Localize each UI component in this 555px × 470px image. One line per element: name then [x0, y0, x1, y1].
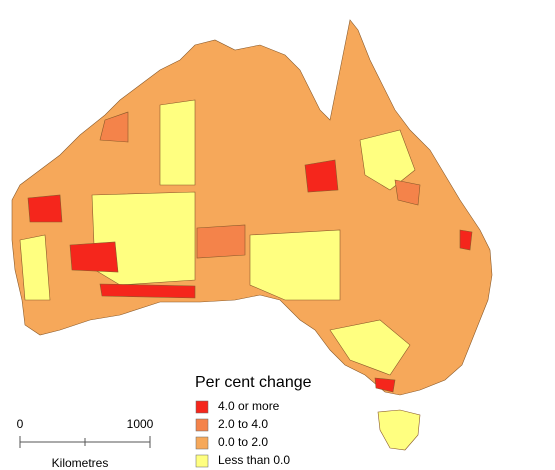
region	[394, 179, 421, 206]
scale-label: 0	[17, 417, 24, 431]
region	[69, 241, 119, 273]
mainland	[11, 19, 493, 396]
scale-label: 1000	[127, 417, 154, 431]
legend-swatch	[195, 436, 209, 450]
legend-label: 2.0 to 4.0	[218, 417, 268, 431]
legend-label: 4.0 or more	[218, 399, 280, 413]
legend-swatch	[195, 400, 209, 414]
scale-bar: 0 1000 Kilometres	[17, 417, 154, 470]
region	[459, 229, 473, 251]
region	[249, 229, 341, 301]
region	[99, 111, 129, 143]
region	[304, 159, 339, 193]
region	[329, 319, 411, 376]
legend: Per cent change 4.0 or more 2.0 to 4.0 0.0…	[195, 374, 312, 468]
legend-swatch	[195, 418, 209, 432]
legend-label: Less than 0.0	[218, 453, 290, 467]
region	[99, 283, 196, 299]
region	[159, 99, 196, 186]
legend-label: 0.0 to 2.0	[218, 435, 268, 449]
region	[374, 377, 396, 393]
tasmania	[377, 409, 421, 451]
region	[27, 194, 63, 223]
legend-title: Per cent change	[195, 374, 312, 391]
legend-swatch	[195, 454, 209, 468]
region	[19, 234, 51, 301]
australia	[11, 19, 493, 451]
scale-unit: Kilometres	[52, 456, 109, 470]
region	[359, 129, 416, 191]
region	[196, 224, 246, 259]
